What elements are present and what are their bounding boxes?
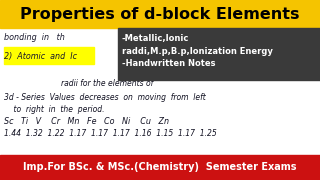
Text: radii for the elements of: radii for the elements of: [4, 78, 153, 87]
Text: Properties of d-block Elements: Properties of d-block Elements: [20, 6, 300, 21]
Text: -Handwritten Notes: -Handwritten Notes: [122, 60, 215, 69]
Text: 1.44  1.32  1.22  1.17  1.17  1.17  1.16  1.15  1.17  1.25: 1.44 1.32 1.22 1.17 1.17 1.17 1.16 1.15 …: [4, 129, 217, 138]
Text: bonding  in   th: bonding in th: [4, 33, 65, 42]
Text: 2)  Atomic  and  Ic: 2) Atomic and Ic: [4, 51, 77, 60]
Text: -Metallic,Ionic: -Metallic,Ionic: [122, 33, 189, 42]
Bar: [0, 28, 320, 155]
Bar: [118, 28, 320, 80]
Text: 3d - Series  Values  decreases  on  moving  from  left: 3d - Series Values decreases on moving f…: [4, 93, 206, 102]
Text: to  right  in  the  period.: to right in the period.: [4, 105, 105, 114]
Bar: [0, 155, 320, 180]
Bar: [0, 0, 320, 28]
Text: Sc   Ti   V    Cr   Mn   Fe   Co   Ni    Cu   Zn: Sc Ti V Cr Mn Fe Co Ni Cu Zn: [4, 118, 169, 127]
Text: Imp.For BSc. & MSc.(Chemistry)  Semester Exams: Imp.For BSc. & MSc.(Chemistry) Semester …: [23, 163, 297, 172]
Text: raddi,M.p,B.p,Ionization Energy: raddi,M.p,B.p,Ionization Energy: [122, 46, 273, 55]
Bar: [4, 47, 94, 64]
